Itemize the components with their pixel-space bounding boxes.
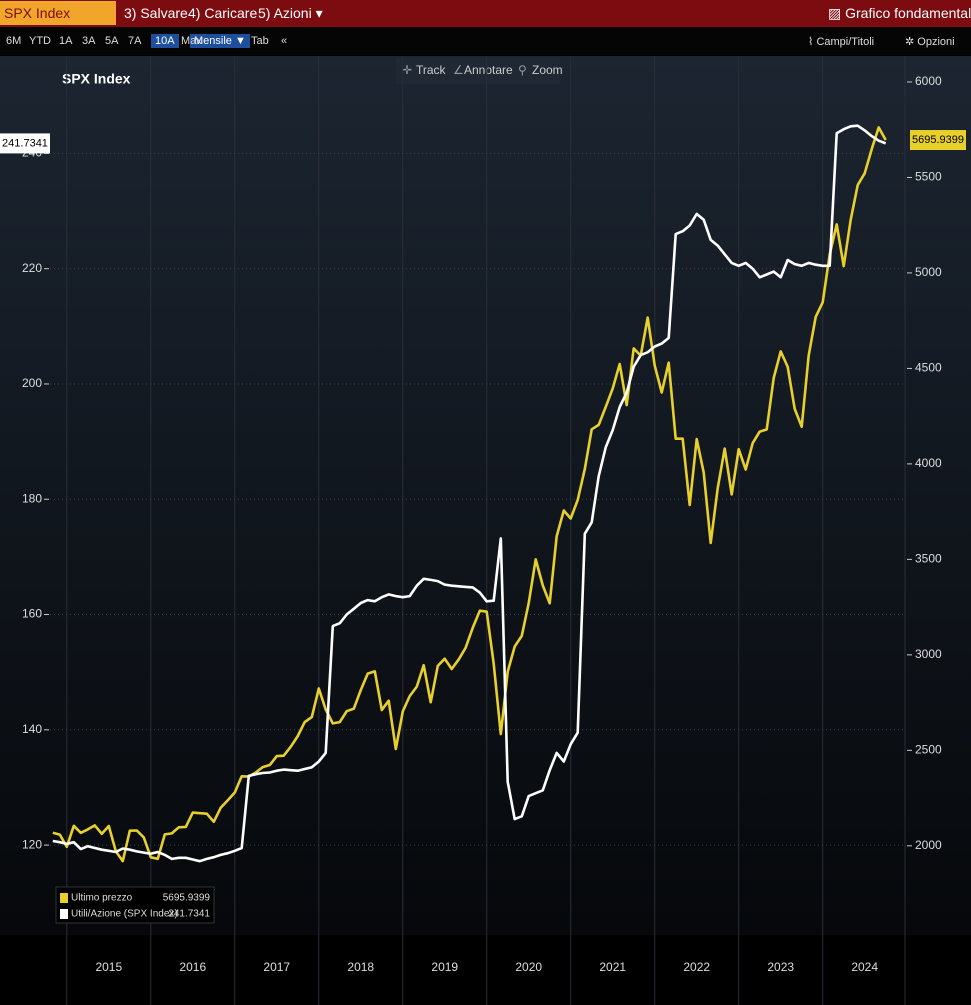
legend-label: Utili/Azione (SPX Index): [71, 909, 178, 920]
label: Opzioni: [917, 36, 955, 48]
zoom[interactable]: Zoom: [532, 63, 563, 77]
annotate[interactable]: Annotare: [464, 63, 513, 77]
x-tick-label: 2017: [263, 960, 290, 974]
y-tick-label: 220: [22, 261, 42, 275]
legend-value: 5695.9399: [163, 893, 211, 904]
y-tick-label: 160: [22, 607, 42, 621]
period[interactable]: 3A: [82, 35, 96, 47]
y2-tick-label: 2500: [915, 743, 942, 757]
label: Grafico fondamentali: [845, 5, 971, 21]
chart-title: SPX Index: [62, 71, 131, 87]
action[interactable]: 4) Caricare: [188, 5, 258, 21]
track-icon: ✛: [402, 63, 412, 77]
options[interactable]: ✲ Opzioni: [905, 36, 955, 48]
plot-background: [0, 56, 971, 935]
period[interactable]: Max: [181, 35, 202, 47]
legend-value: 241.7341: [168, 909, 210, 920]
x-tick-label: 2022: [683, 960, 710, 974]
y2-tick-label: 4500: [915, 361, 942, 375]
collapse[interactable]: «: [281, 35, 288, 47]
last-value-flag: [910, 130, 966, 151]
y2-tick-label: 3000: [915, 647, 942, 661]
x-tick-label: 2018: [347, 960, 374, 974]
action[interactable]: 3) Salvare: [124, 5, 188, 21]
y2-tick-label: 4000: [915, 456, 942, 470]
legend-label: Ultimo prezzo: [71, 893, 133, 904]
security-field[interactable]: SPX Index: [0, 1, 116, 25]
last-value-label: 241.7341: [2, 137, 48, 149]
series-line: [52, 124, 887, 863]
fundamental-chart[interactable]: ▨ Grafico fondamentali: [828, 5, 971, 22]
legend-swatch: [60, 893, 68, 903]
x-tick-label: 2024: [851, 960, 878, 974]
last-value-flag: [0, 133, 50, 154]
y-tick-label: 180: [22, 491, 42, 505]
y2-tick-label: 2000: [915, 838, 942, 852]
x-tick-label: 2020: [515, 960, 542, 974]
y-tick-label: 200: [22, 376, 42, 390]
y-tick-label: 120: [22, 837, 42, 851]
annotate-icon: ∠: [453, 63, 464, 77]
tab[interactable]: Tab: [251, 35, 269, 47]
zoom-icon: ⚲: [518, 63, 527, 77]
y-tick-label: 140: [22, 722, 42, 736]
x-tick-label: 2021: [599, 960, 626, 974]
legend: Ultimo prezzo 5695.9399 Utili/Azione (SPX …: [55, 886, 215, 924]
x-tick-label: 2016: [179, 960, 206, 974]
x-tick-label: 2015: [95, 960, 122, 974]
y2-tick-label: 6000: [915, 74, 942, 88]
period[interactable]: 1A: [59, 35, 73, 47]
x-axis-band: [0, 935, 971, 1005]
last-value-label: 5695.9399: [912, 134, 964, 146]
fields[interactable]: ⌇ Campi/Titoli: [808, 36, 875, 48]
action[interactable]: 5) Azioni ▾: [258, 5, 323, 21]
period[interactable]: 10A: [151, 34, 179, 48]
sub-toolbar: Mensile ▼ Tab « ⌇ Campi/Titoli ✲ Opzioni…: [0, 27, 971, 55]
y2-tick-label: 5000: [915, 265, 942, 279]
period[interactable]: 7A: [128, 35, 142, 47]
x-tick-label: 2023: [767, 960, 794, 974]
y2-tick-label: 5500: [915, 170, 942, 184]
series-line: [52, 126, 887, 863]
label: Campi/Titoli: [816, 36, 875, 48]
x-tick-label: 2019: [431, 960, 458, 974]
frequency[interactable]: Mensile ▼: [190, 34, 250, 48]
track[interactable]: Track: [416, 63, 447, 77]
top-toolbar: SPX Index 3) Salvare 4) Caricare 5) Azio…: [0, 0, 971, 27]
chart-tools: [396, 58, 560, 84]
period[interactable]: 5A: [105, 35, 119, 47]
legend-box: [55, 886, 215, 924]
legend-swatch: [60, 909, 68, 919]
period[interactable]: YTD: [29, 35, 51, 47]
period[interactable]: 6M: [6, 35, 22, 47]
y2-tick-label: 3500: [915, 552, 942, 566]
